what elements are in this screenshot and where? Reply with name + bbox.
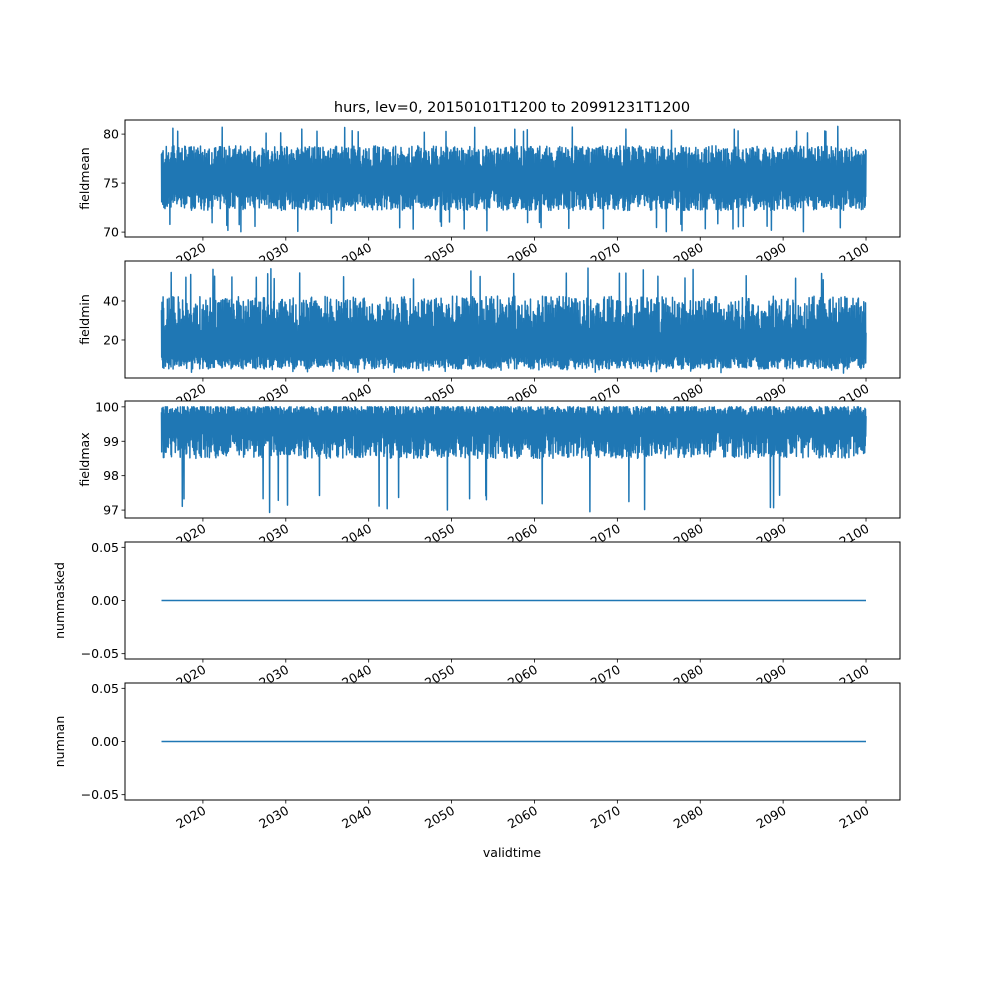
y-tick-label: 0.05 [91, 540, 119, 555]
x-tick-label: 2040 [339, 803, 374, 832]
chart-title: hurs, lev=0, 20150101T1200 to 20991231T1… [334, 100, 690, 116]
x-tick-label: 2020 [173, 803, 208, 832]
y-tick-label: −0.05 [81, 646, 119, 661]
series-line-fieldmean [160, 125, 867, 233]
x-tick-label: 2090 [754, 803, 789, 832]
y-axis-label: numnan [52, 716, 67, 768]
y-tick-label: 0.00 [91, 593, 119, 608]
y-tick-label: 0.00 [91, 734, 119, 749]
x-tick-label: 2070 [588, 803, 623, 832]
y-tick-label: −0.05 [81, 787, 119, 802]
x-tick-label: 2050 [422, 803, 457, 832]
x-axis-label: validtime [483, 845, 541, 860]
x-tick-label: 2100 [836, 803, 871, 832]
series-line-fieldmax [160, 406, 867, 514]
y-tick-label: 20 [103, 332, 119, 347]
y-axis-label: fieldmean [77, 147, 92, 209]
axes-frame [124, 260, 901, 379]
x-tick-label: 2030 [256, 803, 291, 832]
y-tick-label: 98 [103, 468, 119, 483]
y-tick-label: 0.05 [91, 681, 119, 696]
y-axis-label: fieldmax [77, 432, 92, 486]
y-tick-label: 75 [103, 176, 119, 191]
x-tick-label: 2060 [505, 803, 540, 832]
y-tick-label: 100 [95, 399, 119, 414]
y-tick-label: 97 [103, 503, 119, 518]
y-tick-label: 80 [103, 127, 119, 142]
axes-frame [124, 400, 901, 519]
y-axis-label: fieldmin [77, 294, 92, 345]
y-tick-label: 99 [103, 434, 119, 449]
axes-frame [124, 119, 901, 238]
y-tick-label: 40 [103, 293, 119, 308]
y-tick-label: 70 [103, 225, 119, 240]
series-line-fieldmin [160, 267, 867, 374]
x-tick-label: 2080 [671, 803, 706, 832]
y-axis-label: nummasked [52, 562, 67, 639]
panel-numnan: −0.05 0.00 0.05 numnan 2020 2030 2040 2050 2060 2… [52, 681, 901, 832]
